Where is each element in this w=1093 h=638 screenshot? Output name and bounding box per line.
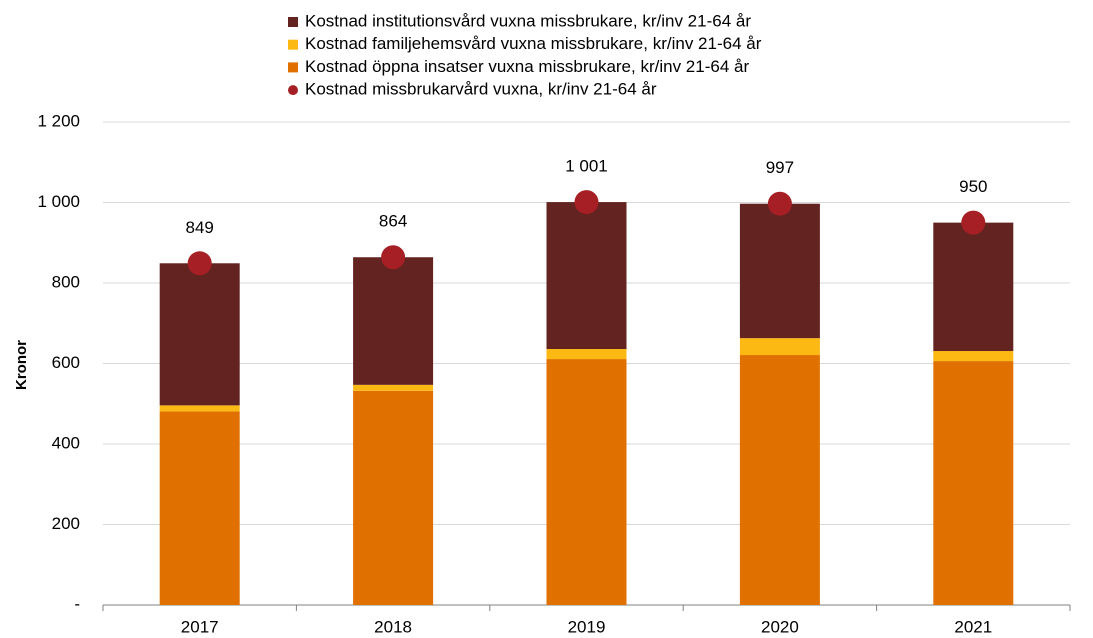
- legend-marker: [288, 85, 298, 96]
- bar-segment: [739, 338, 820, 356]
- data-label: 997: [766, 158, 794, 177]
- bar-segment: [546, 359, 627, 605]
- total-dot: [767, 191, 792, 216]
- legend-marker: [288, 39, 298, 50]
- bar-segment: [353, 257, 434, 385]
- y-tick-label: 600: [52, 353, 80, 372]
- y-tick-label: 200: [52, 514, 80, 533]
- data-label: 1 001: [565, 157, 608, 176]
- total-dot: [961, 210, 986, 235]
- bar-segment: [933, 351, 1014, 362]
- y-tick-label: -: [74, 594, 80, 613]
- legend-label: Kostnad institutionsvård vuxna missbruka…: [305, 11, 751, 30]
- total-dot: [381, 245, 406, 270]
- y-tick-label: 1 200: [37, 111, 80, 130]
- x-tick-label: 2019: [568, 617, 606, 636]
- x-tick-label: 2017: [181, 617, 219, 636]
- legend-marker: [288, 62, 298, 73]
- y-tick-label: 1 000: [37, 192, 80, 211]
- legend-label: Kostnad familjehemsvård vuxna missbrukar…: [305, 34, 762, 53]
- bar-segment: [159, 411, 240, 605]
- bar-segment: [353, 390, 434, 605]
- x-tick-label: 2018: [374, 617, 412, 636]
- bar-segment: [159, 405, 240, 412]
- data-label: 864: [379, 212, 407, 231]
- legend-label: Kostnad öppna insatser vuxna missbrukare…: [305, 57, 749, 76]
- bar-segment: [933, 361, 1014, 605]
- x-tick-label: 2021: [954, 617, 992, 636]
- y-tick-label: 400: [52, 433, 80, 452]
- data-label: 849: [186, 218, 214, 237]
- x-tick-label: 2020: [761, 617, 799, 636]
- bar-segment: [353, 384, 434, 391]
- bar-segment: [546, 349, 627, 360]
- bar-segment: [739, 355, 820, 605]
- total-dot: [187, 251, 212, 276]
- bar-segment: [546, 202, 627, 350]
- bar-segment: [933, 222, 1014, 352]
- y-tick-label: 800: [52, 272, 80, 291]
- legend-marker: [288, 17, 298, 27]
- data-label: 950: [959, 177, 987, 196]
- total-dot: [574, 190, 599, 215]
- legend-label: Kostnad missbrukarvård vuxna, kr/inv 21-…: [305, 80, 657, 99]
- bar-segment: [159, 263, 240, 406]
- bar-segment: [739, 203, 820, 339]
- y-axis-label: Kronor: [13, 340, 30, 390]
